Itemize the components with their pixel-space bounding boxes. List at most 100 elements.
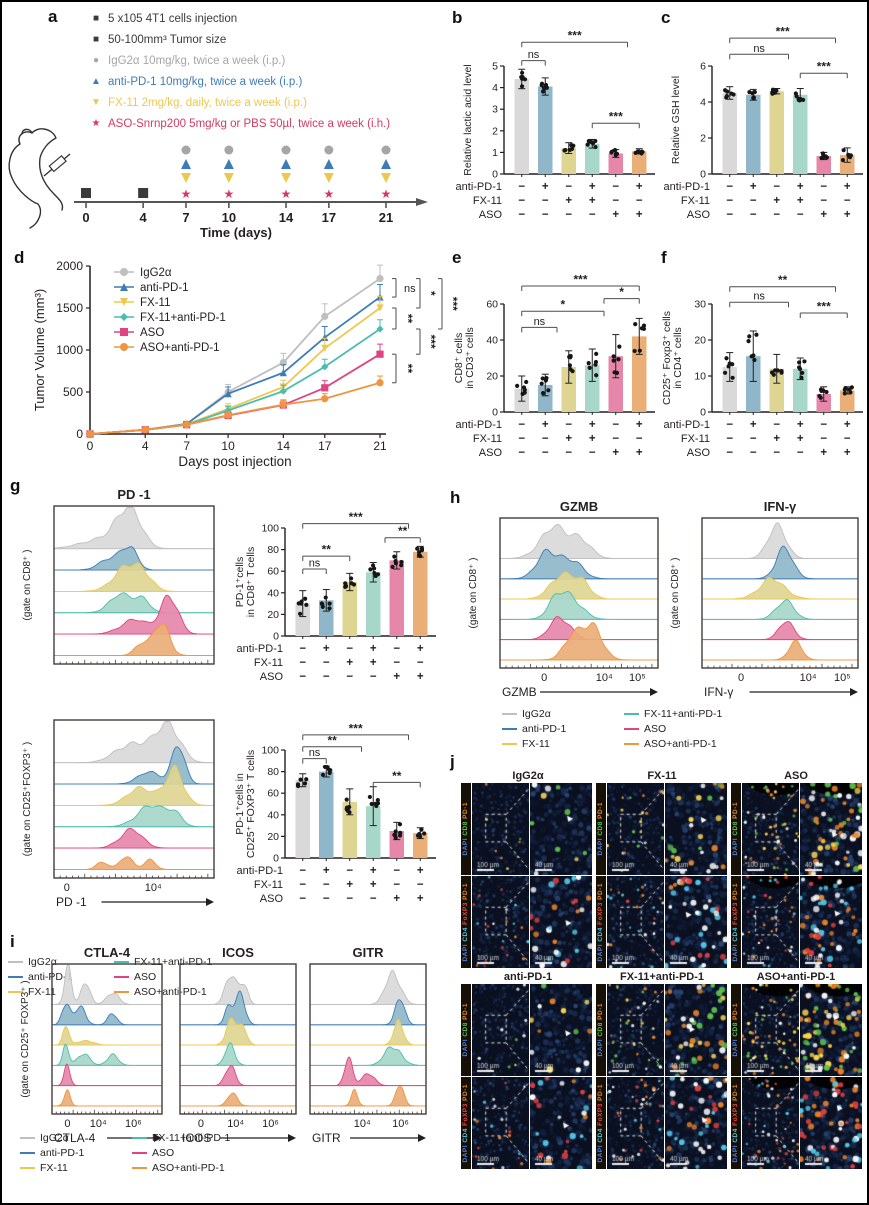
svg-text:60: 60 bbox=[267, 566, 279, 578]
svg-text:+: + bbox=[589, 419, 596, 431]
stain-label: FoXP3 bbox=[731, 1102, 739, 1128]
svg-text:−: − bbox=[773, 181, 780, 193]
panel-c-letter: c bbox=[661, 8, 671, 27]
svg-text:+: + bbox=[750, 181, 757, 193]
svg-text:*: * bbox=[424, 291, 438, 296]
svg-text:ICOS: ICOS bbox=[182, 1131, 211, 1145]
svg-text:80: 80 bbox=[267, 544, 279, 556]
svg-text:ns: ns bbox=[309, 747, 321, 759]
svg-text:−: − bbox=[323, 657, 330, 669]
svg-text:−: − bbox=[370, 671, 377, 683]
legend-text: FX-11 2mg/kg, daily, twice a week (i.p.) bbox=[108, 96, 307, 109]
svg-text:ASO: ASO bbox=[140, 327, 164, 339]
svg-text:anti-PD-1: anti-PD-1 bbox=[237, 865, 283, 877]
stain-label: DAPI bbox=[596, 1144, 604, 1163]
svg-text:10⁴: 10⁴ bbox=[596, 672, 613, 684]
svg-text:−: − bbox=[323, 671, 330, 683]
svg-text:−: − bbox=[323, 879, 330, 891]
svg-text:★: ★ bbox=[281, 187, 292, 201]
panel-g-letter: g bbox=[10, 476, 21, 495]
svg-text:−: − bbox=[726, 447, 733, 459]
svg-text:FX-11: FX-11 bbox=[681, 433, 710, 445]
lactic-acid-bar-chart: 0 1 2 3 4 5 Relative lactic acid level ns *** ***… bbox=[454, 24, 659, 247]
svg-text:−: − bbox=[299, 879, 306, 891]
svg-text:0: 0 bbox=[76, 427, 83, 441]
panel-h-letter: h bbox=[450, 488, 461, 507]
legend-item: FX-11 bbox=[502, 736, 612, 751]
panel-i-letter: i bbox=[10, 932, 15, 951]
svg-text:***: *** bbox=[817, 300, 831, 314]
svg-text:−: − bbox=[299, 893, 306, 905]
gsh-bar-chart: 0 2 4 6 Relative GSH level *** ns *** anti-PD-1 −… bbox=[662, 24, 867, 247]
legend-item: ASO+anti-PD-1 bbox=[624, 736, 734, 751]
if-stain-labels: DAPI CD8 PD-1 bbox=[461, 984, 471, 1076]
svg-text:Days post injection: Days post injection bbox=[178, 454, 291, 469]
svg-text:***: *** bbox=[817, 60, 831, 74]
stain-label: DAPI bbox=[596, 838, 604, 856]
if-stain-labels: DAPI CD8 PD-1 bbox=[596, 783, 606, 875]
svg-text:+: + bbox=[797, 181, 804, 193]
stain-label: PD-1 bbox=[731, 1083, 739, 1103]
svg-text:100: 100 bbox=[261, 745, 279, 757]
svg-text:−: − bbox=[820, 195, 827, 207]
svg-text:−: − bbox=[565, 181, 572, 193]
svg-text:+: + bbox=[370, 643, 377, 655]
stain-label: FoXP3 bbox=[596, 901, 604, 927]
svg-text:0: 0 bbox=[87, 439, 94, 453]
flow-legend-h: IgG2α anti-PD-1 FX-11 FX-11+anti-PD-1 ASO ASO… bbox=[502, 706, 734, 751]
stain-label: DAPI bbox=[461, 838, 469, 856]
legend-item: ■ 5 x105 4T1 cells injection bbox=[90, 8, 390, 29]
svg-text:−: − bbox=[636, 433, 643, 445]
stain-label: CD8 bbox=[731, 821, 739, 839]
svg-text:***: *** bbox=[609, 110, 623, 124]
legend-swatch bbox=[20, 1166, 35, 1169]
legend-marker-icon: ▼ bbox=[91, 97, 101, 108]
stain-label: FoXP3 bbox=[596, 1102, 604, 1128]
svg-text:ns: ns bbox=[404, 283, 416, 295]
flow-legend-g: IgG2α anti-PD-1 FX-11 FX-11+anti-PD-1 ASO ASO… bbox=[8, 954, 212, 999]
legend-text: ASO bbox=[152, 1146, 175, 1159]
legend-swatch bbox=[114, 960, 129, 963]
cd8-bar-chart: 0 20 40 60 CD8⁺ cells in CD3⁺ cells ns * * *** ant… bbox=[453, 262, 659, 485]
legend-item: ASO bbox=[624, 721, 734, 736]
svg-text:80: 80 bbox=[267, 766, 279, 778]
svg-text:−: − bbox=[518, 181, 525, 193]
svg-text:4: 4 bbox=[142, 439, 149, 453]
svg-text:−: − bbox=[542, 195, 549, 207]
svg-text:0: 0 bbox=[492, 169, 498, 181]
svg-text:−: − bbox=[393, 643, 400, 655]
panel-j-letter: j bbox=[450, 752, 455, 771]
svg-text:−: − bbox=[299, 643, 306, 655]
legend-text: IgG2α bbox=[28, 955, 57, 968]
svg-text:**: ** bbox=[392, 769, 402, 783]
legend-item: ● IgG2α 10mg/kg, twice a week (i.p.) bbox=[90, 50, 390, 71]
svg-text:−: − bbox=[518, 419, 525, 431]
legend-text: 50-100mm³ Tumor size bbox=[108, 33, 227, 46]
svg-text:+: + bbox=[393, 671, 400, 683]
legend-item: ASO+anti-PD-1 bbox=[132, 1160, 232, 1175]
legend-item: ▲ anti-PD-1 10mg/kg, twice a week (i.p.) bbox=[90, 71, 390, 92]
svg-text:in CD8⁺ T cells: in CD8⁺ T cells bbox=[245, 547, 257, 618]
svg-text:in CD3⁺ cells: in CD3⁺ cells bbox=[464, 327, 476, 389]
svg-text:(gate on CD8⁺ ): (gate on CD8⁺ ) bbox=[468, 558, 479, 629]
legend-marker-icon: ■ bbox=[92, 34, 100, 45]
svg-text:10⁴: 10⁴ bbox=[800, 672, 817, 684]
legend-item: anti-PD-1 bbox=[8, 969, 104, 984]
legend-text: FX-11+anti-PD-1 bbox=[644, 707, 723, 720]
gzmb-histogram: GZMB (gate on CD8⁺ ) 0 10⁴ 10⁵ GZMB bbox=[466, 498, 664, 709]
svg-text:*: * bbox=[619, 285, 624, 299]
svg-text:40: 40 bbox=[486, 335, 498, 347]
svg-text:***: *** bbox=[349, 510, 363, 524]
legend-item: IgG2α bbox=[502, 706, 612, 721]
stain-label: DAPI bbox=[461, 943, 469, 962]
svg-text:+: + bbox=[844, 447, 851, 459]
legend-item: ▼ FX-11 2mg/kg, daily, twice a week (i.p.… bbox=[90, 92, 390, 113]
legend-swatch bbox=[114, 975, 129, 978]
svg-text:−: − bbox=[565, 209, 572, 221]
svg-text:+: + bbox=[417, 865, 424, 877]
svg-text:***: *** bbox=[424, 335, 438, 349]
svg-text:★: ★ bbox=[381, 187, 392, 201]
legend-item: ASO+anti-PD-1 bbox=[114, 984, 210, 999]
svg-text:10: 10 bbox=[694, 371, 706, 383]
svg-text:−: − bbox=[518, 209, 525, 221]
